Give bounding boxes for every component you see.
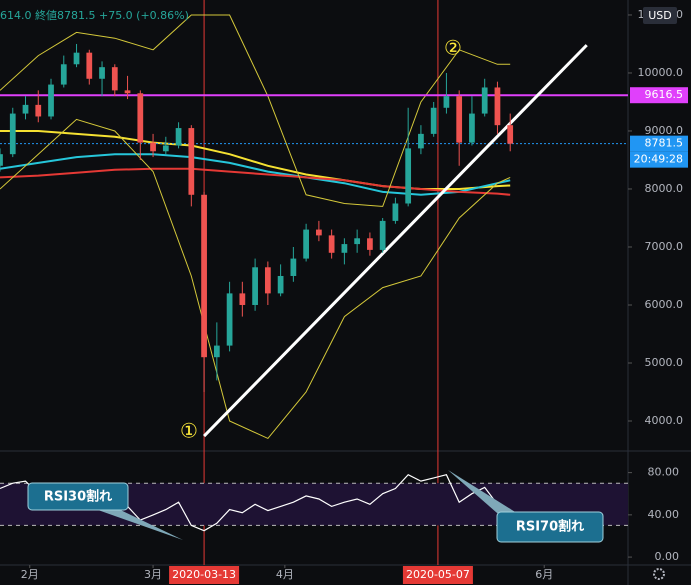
date-label: 2020-05-07 [406,568,470,581]
candle-body [379,220,386,250]
callout-rsi30: RSI30割れ [44,489,112,505]
candle-body [507,125,514,144]
annotation-1: ① [180,419,198,443]
y-tick-label: 6000.0 [645,298,684,311]
candle-body [277,275,284,294]
y-tick-label: 40.00 [648,508,680,521]
candle-body [418,133,424,149]
callout-rsi70: RSI70割れ [516,519,584,535]
candle-body [303,229,309,259]
candle-body [316,229,322,236]
price-label: 8781.5 [645,137,684,150]
ohlc-header: 614.0 終値8781.5 +75.0 (+0.86%) [0,8,189,22]
date-label-box [169,566,240,584]
candle-body [239,293,246,305]
indicator-line [0,167,511,196]
candle-body [328,235,335,253]
candle-body [392,203,399,221]
y-tick-label: 4000.0 [645,414,684,427]
trendline [203,44,588,438]
candle-body [341,244,348,253]
price-label-box [630,135,688,152]
candle-body [35,104,42,117]
x-tick-label: 6月 [535,568,553,581]
candle-body [86,52,93,79]
y-tick-label: 9000.0 [645,124,684,137]
candle-body [73,52,80,65]
candle-body [494,87,501,126]
countdown: 20:49:28 [634,153,683,166]
callout-box [27,482,129,511]
candle-body [99,67,105,79]
callout-arrow [448,470,520,520]
indicator-line [0,118,511,440]
countdown-box [630,151,688,168]
x-tick-label: 4月 [276,568,294,581]
callout-box [496,511,604,543]
x-tick-label: 3月 [144,568,162,581]
candle-body [290,258,297,276]
currency-box [643,7,677,24]
y-tick-label: 7000.0 [645,240,684,253]
price-label-box [630,87,688,104]
candle-body [162,145,169,152]
candle-body [481,87,488,114]
candle-body [252,267,258,305]
candle-body [48,84,54,117]
y-tick-label: 5000.0 [645,356,684,369]
candle-body [111,67,118,91]
candle-body [264,267,271,294]
y-tick-label: 10000.0 [638,66,684,79]
y-tick-label: 8000.0 [645,182,684,195]
candle-body [354,238,361,245]
candle-body [0,154,3,166]
candle-body [175,128,182,146]
price-label: 9616.5 [645,88,684,101]
candle-body [124,90,131,94]
date-label-box [402,566,473,584]
candle-body [367,238,373,250]
callout-arrow [98,505,183,540]
currency: USD [648,9,672,22]
candle-body [188,128,195,195]
candle-body [9,113,16,155]
candle-body [60,64,67,85]
candle-body [150,142,156,152]
price-pane: 4000.0 5000.0 6000.0 7000.0 8000.0 9000.0 1000… [0,0,688,565]
indicator-line [0,153,511,196]
candle-body [213,345,220,358]
date-label: 2020-03-13 [172,568,236,581]
candle-body [430,107,437,134]
overlay-labels: 614.0 終値8781.5 +75.0 (+0.86%) USD ① ② RS… [0,7,677,580]
y-tick-label: 0.00 [655,550,680,563]
candle-body [22,104,29,114]
candle-body [405,148,412,204]
candle-body [137,93,144,143]
candle-body [469,113,475,143]
x-tick-label: 2月 [21,568,39,581]
settings-icon[interactable] [653,568,665,580]
candle-body [201,194,207,358]
annotation-2: ② [444,36,462,60]
candle-body [443,96,450,108]
candle-body [226,293,233,346]
y-tick-label: 80.00 [648,466,680,479]
candle-body [456,96,463,143]
